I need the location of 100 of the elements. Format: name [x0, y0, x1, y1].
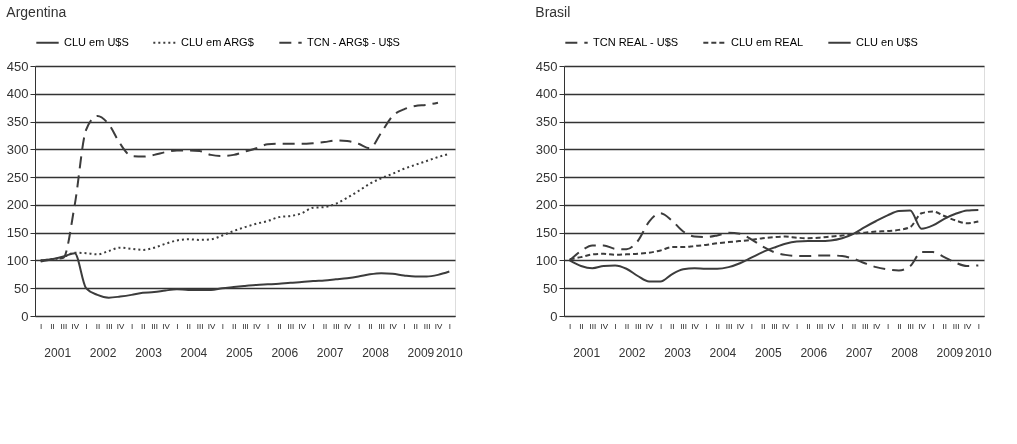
text: 2006: [800, 346, 828, 360]
x-tick-label: III: [725, 321, 733, 331]
x-tick-label: I: [357, 321, 361, 331]
x-tick-label: I: [312, 321, 315, 331]
y-tick-label: 400: [535, 86, 558, 102]
x-tick-label: II: [322, 321, 328, 331]
text: 2009: [936, 346, 964, 360]
x-tick-label: IV: [827, 321, 836, 331]
x-tick-label: I: [130, 321, 134, 331]
y-tick-label: 400: [6, 86, 29, 102]
x-tick-label: IV: [298, 321, 307, 331]
x-tick-label: II: [368, 321, 373, 331]
x-tick-label: II: [897, 321, 902, 331]
x-tick-label: III: [952, 321, 960, 331]
y-tick-label: 50: [543, 280, 558, 296]
x-tick-label: I: [886, 321, 890, 331]
x-tick-label: IV: [691, 321, 700, 331]
x-tick-label: III: [861, 321, 869, 331]
y-tick-label: 350: [6, 114, 29, 130]
x-tick-label: I: [403, 321, 406, 331]
x-tick-label: III: [332, 321, 340, 331]
chart-title: Brasil: [535, 4, 571, 20]
x-tick-label: IV: [918, 321, 927, 331]
x-tick-label: IV: [253, 321, 262, 331]
x-tick-label: I: [841, 321, 844, 331]
x-tick-label: III: [242, 321, 249, 331]
x-tick-label: III: [378, 321, 386, 331]
x-tick-label: II: [95, 321, 101, 331]
x-tick-label: IV: [963, 321, 972, 331]
x-tick-label: II: [413, 321, 418, 331]
x-tick-label: I: [40, 321, 43, 331]
legend-label: TCN - ARG$ - U$S: [307, 35, 400, 48]
text: 2001: [44, 346, 72, 360]
x-tick-label: II: [715, 321, 720, 331]
x-tick-label: III: [196, 321, 204, 331]
x-tick-label: III: [680, 321, 688, 331]
x-tick-label: II: [942, 321, 947, 331]
x-tick-label: IV: [782, 321, 791, 331]
x-tick-label: II: [806, 321, 811, 331]
text: 2005: [225, 346, 253, 360]
text: 2010: [964, 346, 992, 360]
x-tick-label: III: [151, 321, 159, 331]
y-tick-label: 0: [21, 308, 29, 324]
text: 2002: [89, 346, 117, 360]
x-tick-label: I: [705, 321, 708, 331]
text: 2010: [435, 346, 463, 360]
text: 2008: [362, 346, 390, 360]
x-tick-label: I: [750, 321, 753, 331]
x-tick-label: I: [614, 321, 617, 331]
x-tick-label: I: [569, 321, 572, 331]
legend-label: CLU em REAL: [731, 35, 804, 48]
text: 2007: [845, 346, 873, 360]
x-tick-label: IV: [71, 321, 80, 331]
y-tick-label: 300: [6, 141, 29, 157]
x-tick-label: II: [624, 321, 630, 331]
text: 2007: [316, 346, 344, 360]
legend-label: CLU em U$S: [64, 35, 129, 48]
text: 2003: [135, 346, 163, 360]
x-tick-label: II: [760, 321, 766, 331]
text: 2003: [664, 346, 692, 360]
x-tick-label: II: [579, 321, 584, 331]
x-tick-label: IV: [207, 321, 216, 331]
y-tick-label: 150: [6, 225, 29, 241]
x-tick-label: I: [796, 321, 799, 331]
x-tick-label: IV: [162, 321, 171, 331]
x-tick-label: IV: [645, 321, 655, 331]
x-tick-label: II: [670, 321, 675, 331]
x-tick-label: III: [816, 321, 824, 331]
x-tick-label: IV: [389, 321, 398, 331]
x-tick-label: III: [634, 321, 642, 331]
x-tick-label: III: [287, 321, 295, 331]
chart-title: Argentina: [6, 4, 67, 20]
y-tick-label: 100: [535, 252, 558, 268]
x-tick-label: III: [907, 321, 915, 331]
y-tick-label: 250: [6, 169, 29, 185]
x-tick-label: III: [105, 321, 113, 331]
x-tick-label: III: [423, 321, 431, 331]
x-tick-label: II: [186, 321, 191, 331]
x-tick-label: I: [932, 321, 935, 331]
x-tick-label: II: [851, 321, 857, 331]
x-tick-label: I: [267, 321, 270, 331]
text: 2009: [407, 346, 435, 360]
x-tick-label: IV: [343, 321, 353, 331]
legend-label: TCN REAL - U$S: [593, 35, 679, 48]
x-tick-label: IV: [872, 321, 882, 331]
y-tick-label: 450: [6, 58, 29, 74]
text: 2004: [709, 346, 737, 360]
x-tick-label: II: [277, 321, 282, 331]
x-tick-label: III: [589, 321, 597, 331]
x-tick-label: I: [85, 321, 88, 331]
text: 2002: [618, 346, 646, 360]
x-tick-label: IV: [434, 321, 443, 331]
text: 2006: [271, 346, 299, 360]
y-tick-label: 300: [535, 141, 558, 157]
text: 2008: [891, 346, 919, 360]
y-tick-label: 50: [14, 280, 29, 296]
x-tick-label: II: [231, 321, 237, 331]
x-tick-label: III: [771, 321, 778, 331]
y-tick-label: 200: [6, 197, 29, 213]
text: 2001: [573, 346, 601, 360]
